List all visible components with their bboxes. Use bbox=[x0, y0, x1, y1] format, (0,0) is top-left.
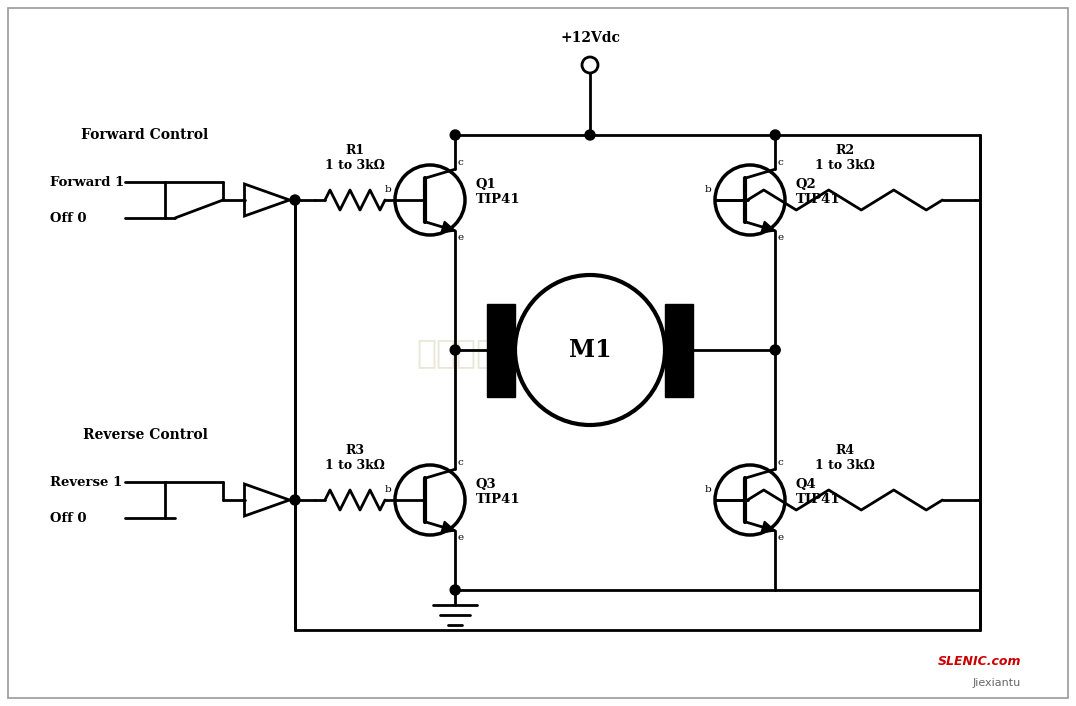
Text: 杭州将睿科技有限公司: 杭州将睿科技有限公司 bbox=[416, 337, 617, 369]
Text: Reverse 1: Reverse 1 bbox=[49, 476, 123, 489]
Text: e: e bbox=[457, 533, 464, 542]
Circle shape bbox=[770, 345, 780, 355]
Text: e: e bbox=[777, 533, 783, 542]
Text: c: c bbox=[457, 458, 463, 467]
Bar bbox=[665, 304, 693, 397]
Text: M1: M1 bbox=[569, 338, 611, 362]
Text: R4
1 to 3kΩ: R4 1 to 3kΩ bbox=[815, 444, 875, 472]
Text: e: e bbox=[457, 233, 464, 241]
Bar bbox=[487, 304, 515, 397]
Text: Off 0: Off 0 bbox=[49, 212, 86, 225]
Circle shape bbox=[450, 345, 461, 355]
Text: c: c bbox=[457, 158, 463, 167]
Circle shape bbox=[291, 195, 300, 205]
Text: R2
1 to 3kΩ: R2 1 to 3kΩ bbox=[815, 144, 875, 172]
Text: Forward Control: Forward Control bbox=[82, 128, 209, 142]
Text: b: b bbox=[384, 485, 391, 494]
Circle shape bbox=[770, 130, 780, 140]
Circle shape bbox=[291, 495, 300, 505]
Text: Q2
TIP41: Q2 TIP41 bbox=[796, 178, 840, 206]
Text: R3
1 to 3kΩ: R3 1 to 3kΩ bbox=[325, 444, 385, 472]
Polygon shape bbox=[761, 521, 775, 533]
Text: +12Vdc: +12Vdc bbox=[560, 31, 620, 45]
Polygon shape bbox=[761, 221, 775, 233]
Text: Forward 1: Forward 1 bbox=[49, 176, 124, 189]
Polygon shape bbox=[441, 221, 455, 233]
Text: Q4
TIP41: Q4 TIP41 bbox=[796, 478, 840, 506]
Text: c: c bbox=[777, 458, 783, 467]
Text: b: b bbox=[384, 185, 391, 194]
Text: Q3
TIP41: Q3 TIP41 bbox=[476, 478, 521, 506]
Circle shape bbox=[450, 130, 461, 140]
Circle shape bbox=[515, 275, 665, 425]
Text: Off 0: Off 0 bbox=[49, 512, 86, 525]
Text: b: b bbox=[705, 485, 711, 494]
Text: b: b bbox=[705, 185, 711, 194]
Polygon shape bbox=[441, 521, 455, 533]
Text: Reverse Control: Reverse Control bbox=[83, 428, 208, 442]
Text: c: c bbox=[777, 158, 783, 167]
Text: Jiexiantu: Jiexiantu bbox=[973, 678, 1021, 688]
Text: SLENIC.com: SLENIC.com bbox=[937, 655, 1021, 668]
Text: Q1
TIP41: Q1 TIP41 bbox=[476, 178, 521, 206]
Text: e: e bbox=[777, 233, 783, 241]
Circle shape bbox=[450, 585, 461, 595]
Text: R1
1 to 3kΩ: R1 1 to 3kΩ bbox=[325, 144, 385, 172]
Circle shape bbox=[585, 130, 595, 140]
